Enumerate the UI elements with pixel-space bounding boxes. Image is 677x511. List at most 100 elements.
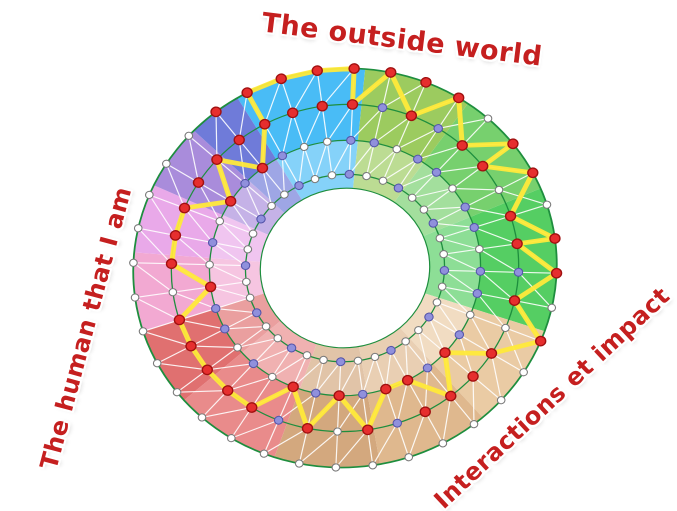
wheel-node-red[interactable]: [224, 195, 237, 207]
wheel-node-red[interactable]: [507, 138, 519, 150]
wheel-node-white[interactable]: [133, 224, 143, 233]
wheel-node-red[interactable]: [211, 154, 223, 165]
wheel-node-white[interactable]: [370, 352, 380, 362]
wheel-node-white[interactable]: [205, 260, 214, 269]
wheel-node-white[interactable]: [362, 172, 371, 181]
wheel-node-red[interactable]: [477, 160, 489, 172]
sector-orchid[interactable]: [125, 170, 272, 279]
wheel-node-red[interactable]: [192, 177, 205, 188]
wheel-node-white[interactable]: [259, 449, 269, 458]
wheel-node-purple[interactable]: [469, 223, 479, 232]
wheel-node-white[interactable]: [331, 463, 341, 472]
wheel-node-red[interactable]: [527, 167, 539, 179]
wheel-node-red[interactable]: [380, 383, 392, 395]
wheel-node-white[interactable]: [419, 205, 429, 214]
wheel-node-red[interactable]: [504, 210, 517, 222]
wheel-node-white[interactable]: [302, 351, 312, 360]
wheel-node-purple[interactable]: [460, 202, 470, 212]
wheel-node-purple[interactable]: [277, 151, 288, 161]
sector-blue-violet[interactable]: [190, 91, 303, 224]
wheel-node-purple[interactable]: [472, 288, 483, 298]
wheel-node-purple[interactable]: [344, 169, 355, 179]
wheel-node-red[interactable]: [333, 390, 345, 402]
wheel-node-purple[interactable]: [220, 324, 230, 334]
wheel-node-white[interactable]: [248, 229, 258, 238]
wheel-node-white[interactable]: [280, 190, 289, 199]
wheel-node-purple[interactable]: [240, 178, 250, 188]
wheel-node-white[interactable]: [197, 413, 207, 422]
wheel-node-purple[interactable]: [256, 214, 266, 224]
wheel-node-white[interactable]: [438, 439, 448, 448]
wheel-node-red[interactable]: [405, 110, 418, 122]
sector-sky-blue[interactable]: [235, 64, 382, 207]
wheel-node-red[interactable]: [534, 335, 547, 347]
wheel-node-white[interactable]: [226, 434, 236, 443]
wheel-node-red[interactable]: [233, 134, 245, 146]
wheel-node-purple[interactable]: [273, 415, 284, 425]
wheel-node-purple[interactable]: [240, 261, 251, 271]
wheel-node-white[interactable]: [439, 250, 449, 259]
wheel-node-purple[interactable]: [431, 167, 442, 177]
wheel-node-purple[interactable]: [392, 418, 403, 428]
wheel-node-purple[interactable]: [475, 266, 486, 276]
wheel-node-red[interactable]: [222, 385, 234, 396]
wheel-node-purple[interactable]: [207, 238, 218, 248]
wheel-node-red[interactable]: [210, 106, 222, 118]
wheel-node-purple[interactable]: [433, 124, 443, 133]
wheel-node-purple[interactable]: [286, 343, 297, 353]
wheel-node-white[interactable]: [494, 185, 504, 195]
sector-pink[interactable]: [129, 235, 268, 332]
wheel-node-white[interactable]: [152, 359, 162, 368]
sector-green-light[interactable]: [382, 95, 545, 239]
wheel-node-purple[interactable]: [211, 304, 221, 313]
wheel-node-white[interactable]: [368, 461, 378, 470]
wheel-node-red[interactable]: [301, 422, 314, 434]
wheel-node-red[interactable]: [511, 238, 523, 250]
wheel-node-white[interactable]: [392, 145, 402, 154]
wheel-node-white[interactable]: [241, 277, 251, 286]
wheel-node-purple[interactable]: [513, 267, 524, 277]
wheel-node-red[interactable]: [178, 202, 191, 214]
wheel-node-white[interactable]: [138, 327, 148, 336]
wheel-node-white[interactable]: [483, 114, 493, 123]
wheel-node-red[interactable]: [453, 92, 465, 104]
wheel-node-red[interactable]: [287, 381, 299, 393]
wheel-node-white[interactable]: [245, 293, 255, 302]
wheel-node-red[interactable]: [246, 402, 258, 413]
wheel-node-white[interactable]: [319, 355, 328, 364]
wheel-node-red[interactable]: [456, 140, 468, 151]
wheel-node-red[interactable]: [348, 63, 360, 74]
wheel-node-white[interactable]: [261, 322, 271, 331]
wheel-node-red[interactable]: [439, 347, 451, 358]
wheel-node-white[interactable]: [465, 310, 475, 319]
wheel-node-red[interactable]: [204, 281, 217, 293]
sector-salmon[interactable]: [175, 316, 332, 468]
wheel-node-red[interactable]: [385, 67, 397, 78]
wheel-node-red[interactable]: [165, 258, 178, 270]
wheel-node-purple[interactable]: [377, 103, 388, 113]
wheel-node-white[interactable]: [322, 137, 332, 146]
wheel-node-purple[interactable]: [335, 357, 346, 367]
wheel-node-purple[interactable]: [428, 218, 439, 228]
wheel-node-white[interactable]: [144, 190, 154, 199]
wheel-node-red[interactable]: [508, 295, 521, 306]
wheel-node-red[interactable]: [259, 118, 271, 130]
wheel-node-white[interactable]: [414, 326, 423, 335]
wheel-node-white[interactable]: [448, 184, 457, 193]
wheel-node-white[interactable]: [407, 193, 417, 202]
wheel-node-white[interactable]: [519, 368, 528, 377]
wheel-node-red[interactable]: [287, 107, 299, 119]
wheel-node-white[interactable]: [299, 142, 309, 151]
wheel-node-white[interactable]: [401, 337, 410, 346]
wheel-node-white[interactable]: [435, 234, 445, 243]
wheel-node-red[interactable]: [169, 230, 182, 241]
wheel-node-white[interactable]: [273, 334, 283, 343]
wheel-node-red[interactable]: [485, 348, 498, 359]
wheel-node-purple[interactable]: [251, 308, 262, 318]
wheel-node-purple[interactable]: [294, 181, 304, 191]
wheel-node-purple[interactable]: [369, 138, 380, 148]
wheel-node-red[interactable]: [362, 424, 374, 436]
wheel-node-white[interactable]: [469, 420, 479, 429]
wheel-node-purple[interactable]: [454, 330, 465, 340]
wheel-node-white[interactable]: [404, 453, 414, 462]
